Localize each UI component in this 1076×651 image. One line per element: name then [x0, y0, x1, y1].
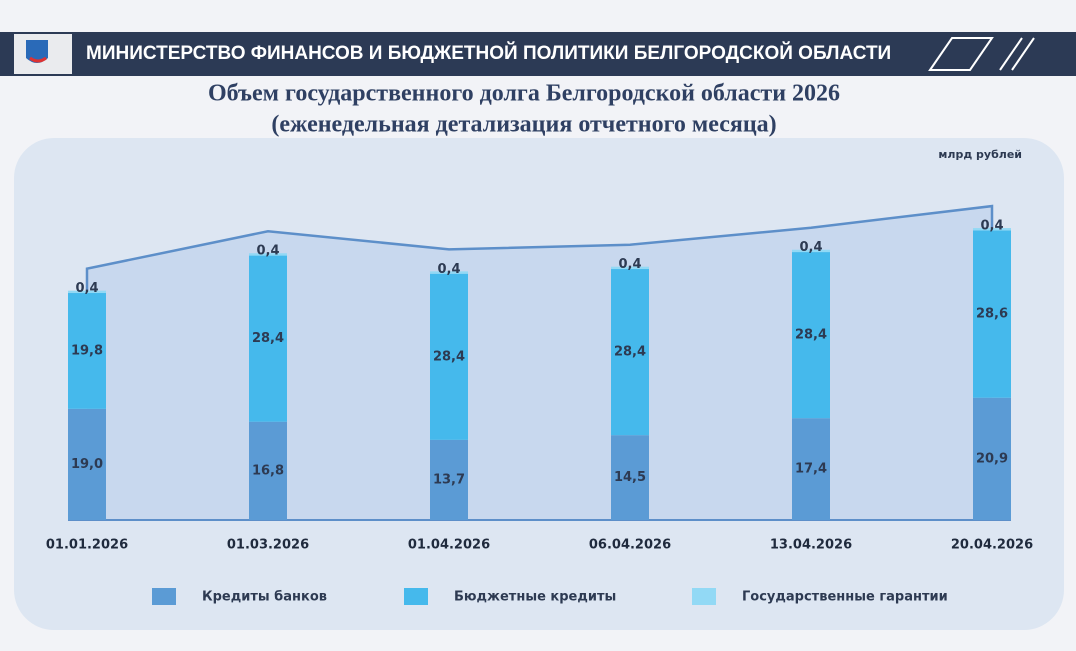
value-label: 28,4 — [433, 349, 465, 364]
bar-segment — [249, 255, 287, 422]
plot: 19,0 19,8 0,4 01.01.2026 16,8 28,4 0,4 01.03.20… — [46, 204, 1033, 605]
legend-swatch — [692, 588, 716, 605]
value-label: 0,4 — [437, 262, 460, 277]
legend-label: Кредиты банков — [202, 590, 327, 605]
emblem-ribbon — [29, 56, 47, 63]
bar-segment — [973, 397, 1011, 520]
value-label: 13,7 — [433, 472, 465, 487]
bar-segment — [430, 273, 468, 440]
legend-label: Государственные гарантии — [742, 590, 948, 605]
x-tick-label: 01.01.2026 — [46, 538, 128, 553]
unit-label: млрд рублей — [938, 148, 1022, 161]
value-label: 28,4 — [252, 331, 284, 346]
x-tick-label: 01.03.2026 — [227, 538, 309, 553]
bar-segment — [249, 253, 287, 256]
value-label: 16,8 — [252, 463, 284, 478]
value-label: 20,9 — [976, 451, 1008, 466]
x-tick-label: 01.04.2026 — [408, 538, 490, 553]
outline-area — [87, 206, 992, 520]
outline-line — [85, 204, 994, 291]
value-label: 17,4 — [795, 462, 827, 477]
bar-segment — [68, 290, 106, 294]
bar-segment — [611, 266, 649, 270]
value-label: 28,6 — [976, 307, 1008, 322]
legend-label: Бюджетные кредиты — [454, 590, 616, 605]
bar-segment — [973, 230, 1011, 398]
chart-title: Объем государственного долга Белгородско… — [208, 81, 840, 107]
value-label: 0,4 — [618, 257, 641, 272]
header-band — [0, 32, 1076, 76]
value-label: 19,8 — [71, 343, 103, 358]
value-label: 19,0 — [71, 457, 103, 472]
value-label: 0,4 — [980, 219, 1003, 234]
bar-segment — [792, 252, 830, 419]
legend-swatch — [404, 588, 428, 605]
legend-swatch — [152, 588, 176, 605]
bar-segment — [792, 418, 830, 520]
header-title: МИНИСТЕРСТВО ФИНАНСОВ И БЮДЖЕТНОЙ ПОЛИТИ… — [86, 42, 891, 64]
x-tick-label: 06.04.2026 — [589, 538, 671, 553]
bar-segment — [68, 408, 106, 520]
bar-segment — [792, 249, 830, 253]
bar-segment — [973, 228, 1011, 231]
chart-subtitle: (еженедельная детализация отчетного меся… — [271, 112, 776, 138]
bar-segment — [611, 269, 649, 436]
value-label: 0,4 — [75, 281, 98, 296]
bar-segment — [430, 439, 468, 520]
value-label: 28,4 — [795, 328, 827, 343]
header-decor — [928, 37, 1035, 71]
bar-segment — [611, 435, 649, 520]
x-tick-label: 20.04.2026 — [951, 538, 1033, 553]
value-label: 0,4 — [256, 244, 279, 259]
value-label: 0,4 — [799, 240, 822, 255]
bar-segment — [430, 271, 468, 274]
bar-segment — [68, 293, 106, 409]
x-tick-label: 13.04.2026 — [770, 538, 852, 553]
value-label: 14,5 — [614, 470, 646, 485]
bar-segment — [249, 421, 287, 520]
value-label: 28,4 — [614, 345, 646, 360]
